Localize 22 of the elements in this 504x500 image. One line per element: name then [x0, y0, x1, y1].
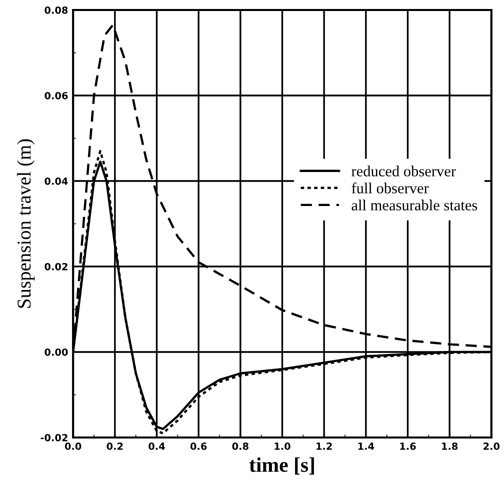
x-tick-label: 0.0 [64, 442, 82, 450]
legend-label: all measurable states [352, 200, 478, 210]
legend-label: reduced observer [352, 166, 456, 176]
x-tick-label: 0.8 [232, 442, 248, 450]
y-tick-label: 0.08 [44, 6, 68, 14]
x-axis-title: time [s] [249, 457, 314, 475]
y-tick-label: 0.06 [44, 92, 68, 100]
x-tick-label: 2.0 [484, 442, 500, 450]
y-tick-label: 0.00 [44, 348, 68, 356]
x-tick-label: 1.8 [442, 442, 458, 450]
legend-label: full observer [352, 182, 429, 194]
x-tick-label: 1.4 [358, 442, 374, 450]
y-tick-label: 0.04 [44, 177, 68, 185]
y-axis-title: Suspension travel (m) [17, 139, 35, 308]
x-tick-label: 1.2 [316, 442, 332, 450]
y-tick-label: 0.02 [44, 262, 68, 270]
x-tick-label: 0.2 [106, 442, 123, 450]
x-tick-label: 1.6 [400, 442, 416, 450]
x-tick-label: 0.6 [190, 442, 207, 450]
y-tick-label: -0.02 [40, 434, 68, 442]
x-tick-label: 1.0 [274, 442, 290, 450]
x-tick-label: 0.4 [148, 442, 165, 450]
